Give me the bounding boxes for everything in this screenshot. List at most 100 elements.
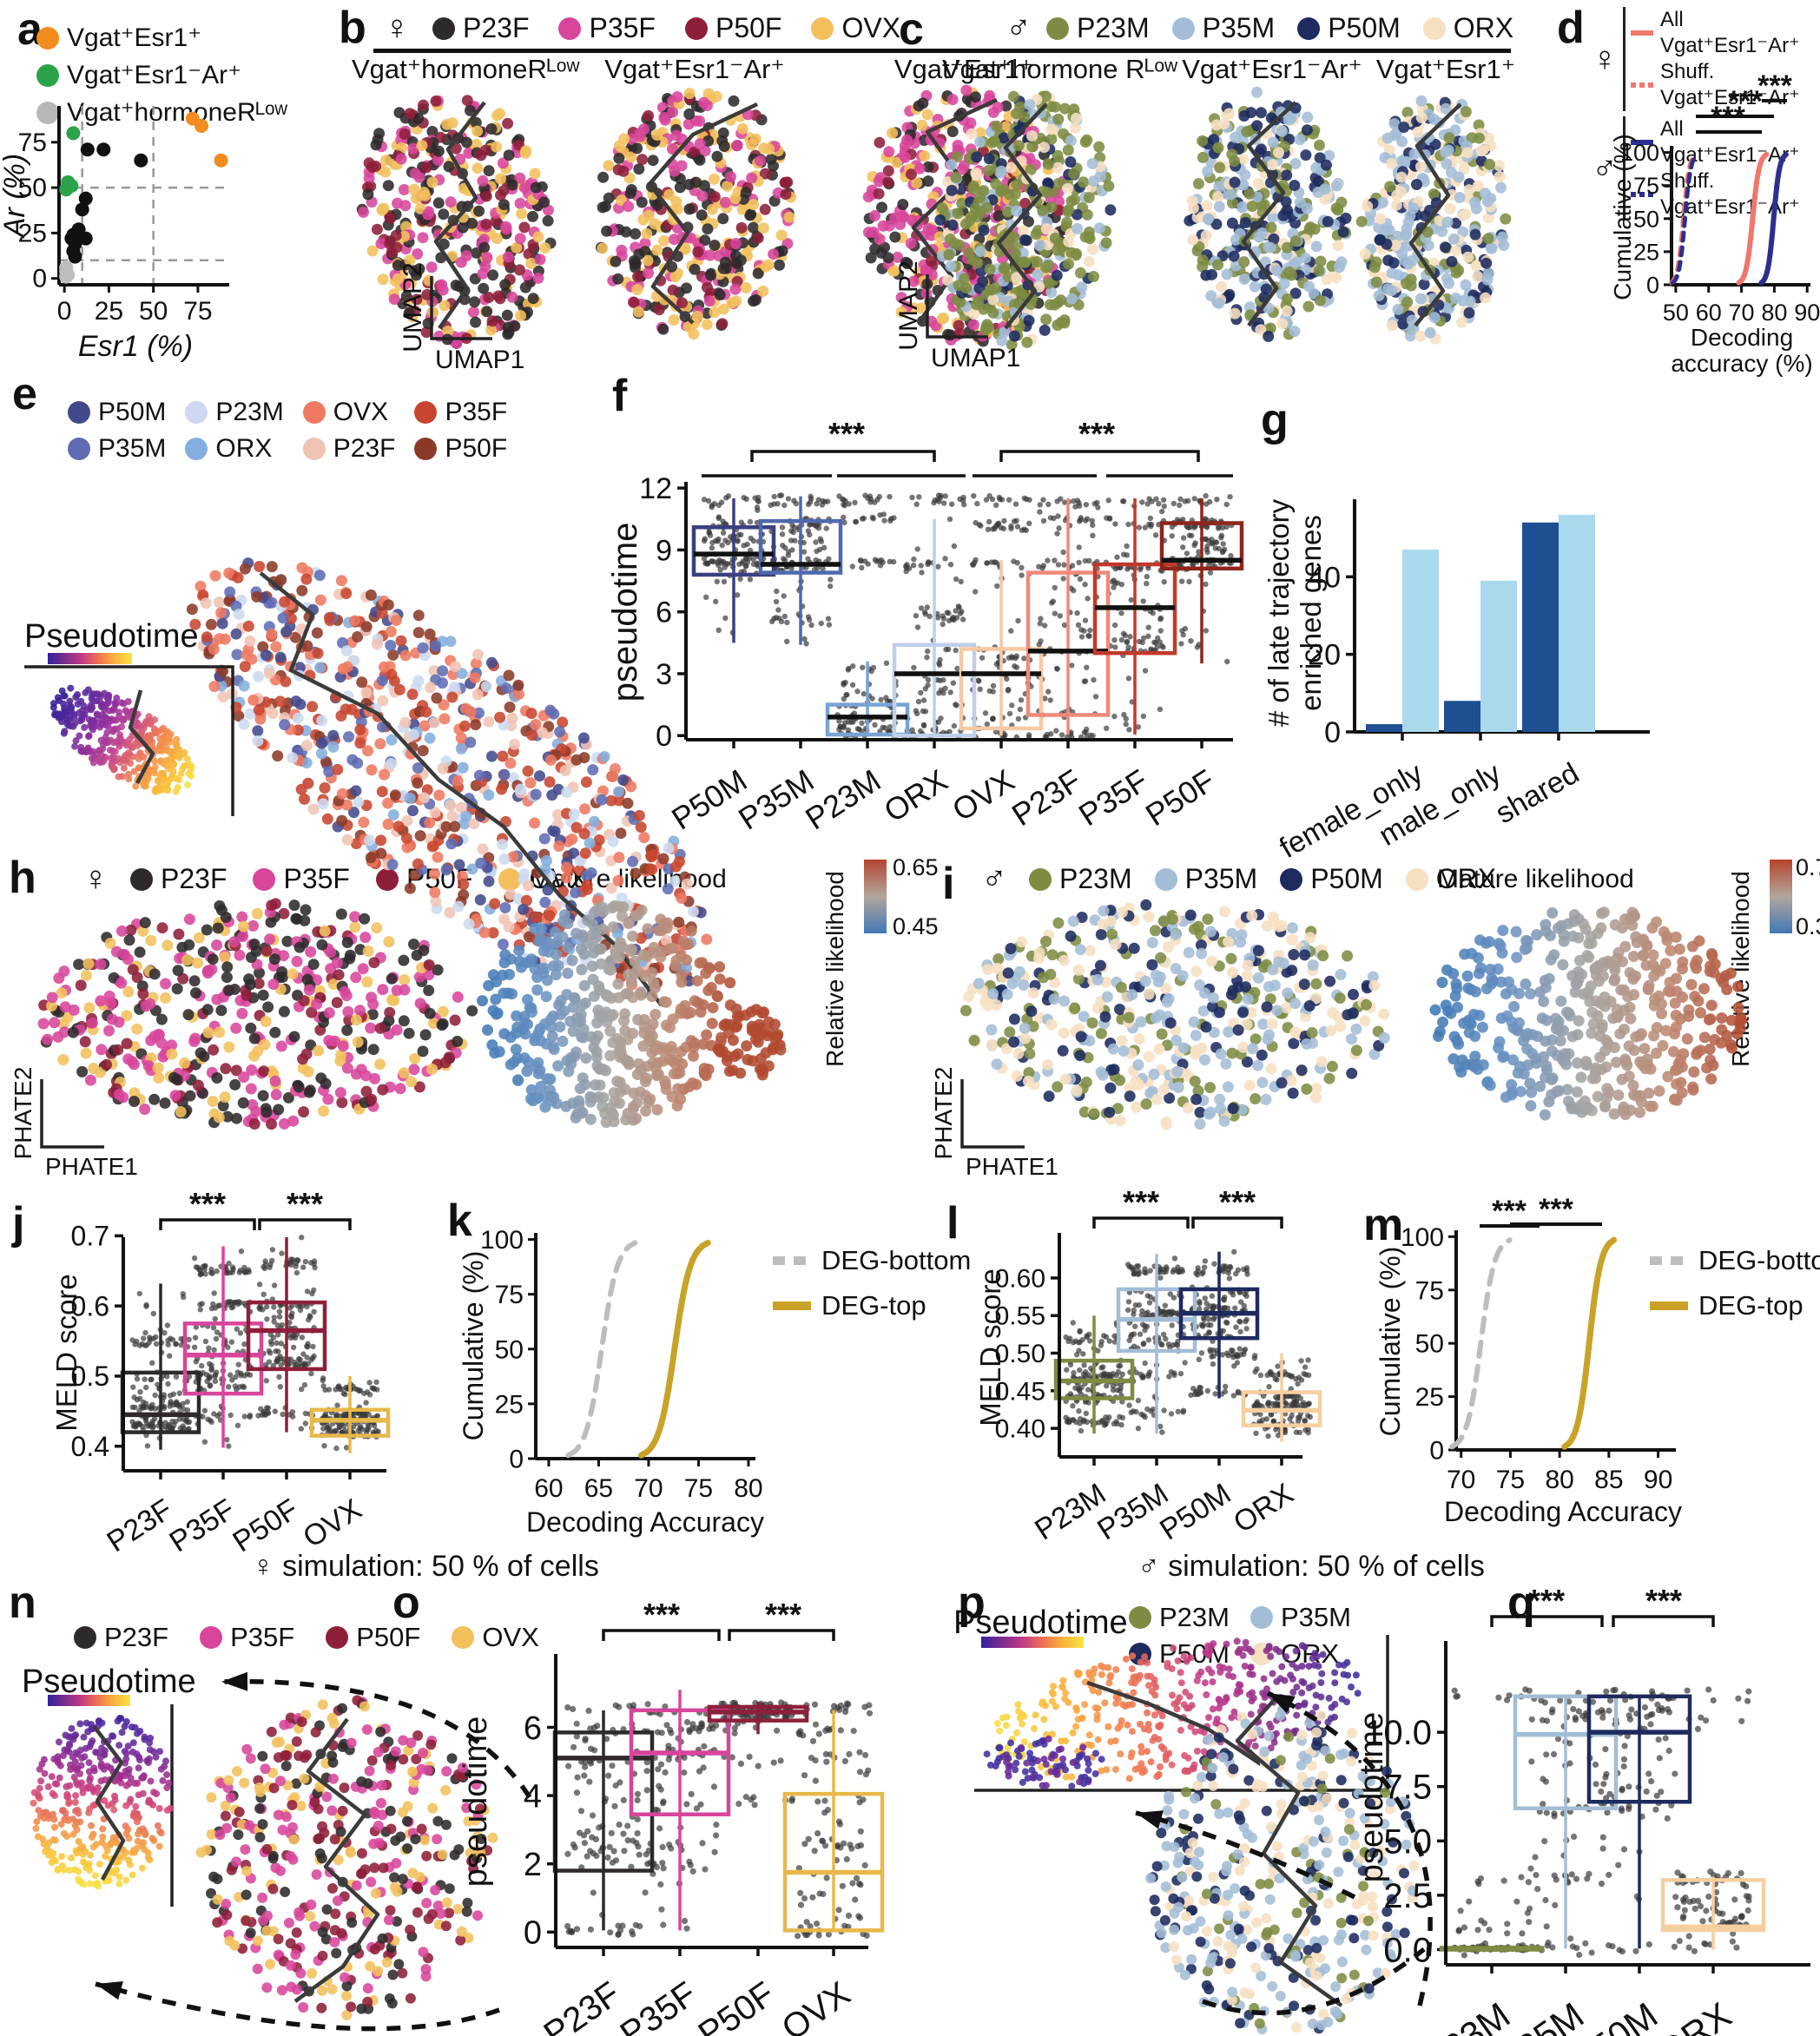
legend-item: Vgat⁺Esr1⁺: [36, 23, 287, 53]
legend-item: P23F: [432, 12, 529, 44]
legend-item: P50F: [414, 434, 507, 464]
panel-e-legend: P50M P23M OVX P35F P35M ORX P23F P50F: [68, 398, 507, 464]
legend-label: P23M: [1077, 12, 1150, 43]
pseudotime-inset-scatter: [24, 665, 234, 816]
svg-text:# of late trajectory: # of late trajectory: [1263, 498, 1295, 727]
legend-item: P35M: [68, 434, 166, 464]
panel-p-label: p: [958, 1578, 986, 1628]
legend-swatch-icon: [1046, 16, 1069, 40]
pseudotime-label: Pseudotime: [22, 1664, 196, 1700]
svg-text:50: 50: [1633, 206, 1659, 232]
legend-swatch-icon: [414, 438, 438, 460]
svg-text:50: 50: [1663, 300, 1689, 326]
legend-item: P50F: [684, 12, 782, 44]
female-symbol: ♀: [1592, 40, 1618, 78]
svg-text:50: 50: [18, 174, 47, 202]
legend-label: P23F: [333, 434, 396, 463]
svg-text:75: 75: [183, 297, 212, 326]
legend-swatch-icon: [200, 1626, 223, 1649]
solid-line-swatch: [1631, 30, 1653, 36]
legend-swatch-icon: [432, 16, 455, 40]
svg-text:P35F: P35F: [1072, 762, 1154, 833]
legend-swatch-icon: [1129, 1606, 1151, 1629]
likelihood-colorbar: [864, 860, 887, 933]
legend-item: ORX: [185, 434, 283, 464]
legend-label: ORX: [1453, 12, 1514, 43]
pseudotime-colorbar: [48, 653, 132, 664]
legend-item: P35F: [200, 1622, 294, 1653]
legend-swatch-icon: [452, 1626, 475, 1649]
legend-label: Vgat⁺hormoneRᴸᵒʷ: [67, 98, 287, 127]
legend-label: P23M: [1059, 863, 1132, 894]
svg-text:ORX: ORX: [878, 762, 954, 829]
legend-item: ORX: [1405, 863, 1496, 895]
dashed-line-swatch: [1631, 192, 1653, 197]
legend-swatch-icon: [36, 101, 59, 124]
legend-item: P23F: [74, 1622, 168, 1653]
panel-b-label: b: [339, 3, 366, 53]
pseudotime-label: Pseudotime: [953, 1604, 1128, 1641]
legend-swatch-icon: [185, 401, 208, 424]
legend-item: P23M: [1029, 863, 1132, 895]
svg-text:***: ***: [1757, 69, 1792, 102]
svg-text:100: 100: [1620, 140, 1659, 166]
panel-b-title-3: Vgat⁺Esr1⁺: [894, 54, 1034, 84]
panel-c-rule: [938, 49, 1511, 53]
legend-label: P23F: [104, 1622, 169, 1652]
svg-text:Cumulative (%): Cumulative (%): [1609, 134, 1636, 300]
panel-c-title-3: Vgat⁺Esr1⁺: [1375, 54, 1516, 84]
panel-j-label: j: [12, 1198, 25, 1249]
legend-swatch-icon: [36, 26, 59, 49]
svg-text:P23F: P23F: [1006, 762, 1087, 833]
legend-swatch-icon: [302, 401, 326, 424]
panel-c-label: c: [899, 4, 924, 55]
panel-f-label: f: [612, 371, 628, 421]
legend-item: P35M: [1250, 1602, 1351, 1633]
legend-item: OVX: [302, 398, 396, 427]
legend-swatch-icon: [68, 438, 90, 460]
svg-text:shared: shared: [1490, 756, 1585, 830]
colorbar-top-tick: 0.7: [1796, 854, 1820, 880]
legend-label: P23F: [463, 12, 530, 43]
svg-text:9: 9: [656, 534, 672, 567]
legend-label: P50M: [98, 398, 167, 426]
legend-label: P50F: [445, 434, 508, 463]
svg-text:accuracy (%): accuracy (%): [1671, 350, 1812, 377]
legend-swatch-icon: [498, 867, 522, 891]
legend-item: P35M: [1154, 863, 1257, 895]
panel-e-label: e: [12, 369, 37, 419]
legend-swatch-icon: [1297, 16, 1321, 40]
legend-swatch-icon: [414, 401, 438, 424]
legend-label: P35F: [445, 398, 508, 426]
legend-label: P23M: [215, 398, 284, 426]
legend-swatch-icon: [36, 63, 59, 87]
pseudotime-label: Pseudotime: [24, 618, 199, 655]
legend-swatch-icon: [1171, 16, 1195, 40]
legend-label: P35M: [1280, 1602, 1351, 1632]
male-umap-scatters: UMAP2 UMAP1: [894, 86, 1512, 372]
legend-item: P35M: [1171, 12, 1276, 44]
legend-label: P35M: [1202, 12, 1276, 43]
legend-swatch-icon: [1405, 867, 1428, 891]
svg-text:3: 3: [656, 658, 672, 691]
solid-line-swatch: [1631, 140, 1653, 145]
panel-b-title-1: Vgat⁺hormoneRᴸᵒʷ: [352, 54, 580, 84]
legend-label: OVX: [333, 398, 389, 426]
legend-item: P35F: [253, 863, 350, 895]
pseudotime-colorbar: [48, 1695, 130, 1706]
legend-label: P50F: [715, 12, 782, 43]
male-symbol: ♂: [1006, 9, 1032, 47]
legend-swatch-icon: [185, 438, 208, 460]
legend-swatch-icon: [68, 401, 90, 424]
svg-text:UMAP2: UMAP2: [399, 262, 427, 352]
svg-text:***: ***: [828, 416, 865, 451]
svg-text:25: 25: [95, 297, 123, 326]
legend-swatch-icon: [1154, 867, 1177, 891]
panel-c-title-2: Vgat⁺Esr1⁻Ar⁺: [1182, 54, 1362, 84]
panel-i-legend: P23M P35M P50M ORX: [1029, 863, 1496, 895]
female-simulation-pseudotime-inset: [30, 1704, 175, 1907]
